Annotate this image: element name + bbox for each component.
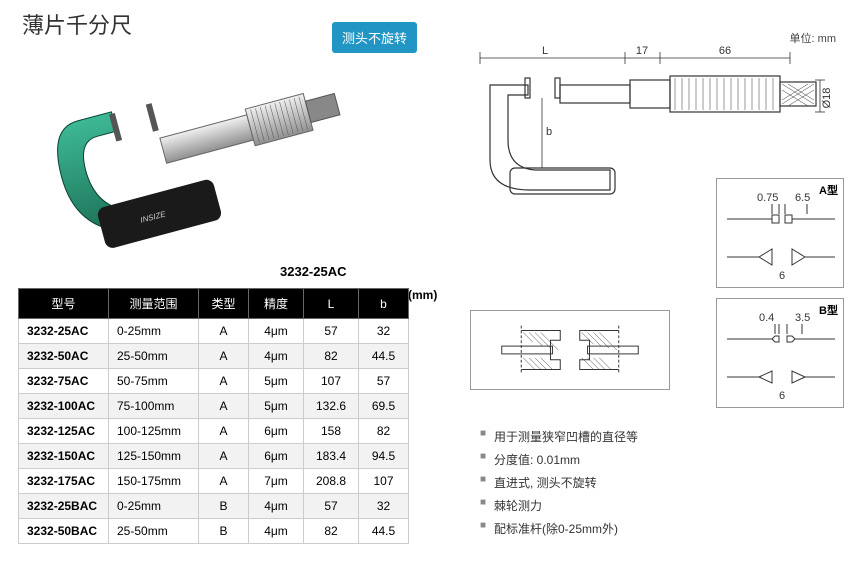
svg-text:Ø18: Ø18 [821, 88, 833, 109]
page-title: 薄片千分尺 [22, 8, 132, 40]
svg-text:6: 6 [779, 390, 785, 402]
table-cell: 158 [304, 419, 359, 444]
table-cell: 82 [304, 519, 359, 544]
table-row: 3232-25BAC0-25mmB4μm5732 [19, 494, 409, 519]
table-cell: 132.6 [304, 394, 359, 419]
table-cell: B [199, 494, 249, 519]
table-cell: A [199, 444, 249, 469]
table-cell: 57 [359, 369, 409, 394]
table-cell: 3232-125AC [19, 419, 109, 444]
table-cell: 57 [304, 319, 359, 344]
table-cell: 208.8 [304, 469, 359, 494]
table-cell: A [199, 344, 249, 369]
col-type: 类型 [199, 289, 249, 319]
table-cell: 0-25mm [109, 494, 199, 519]
svg-text:0.4: 0.4 [759, 312, 774, 324]
col-b: b [359, 289, 409, 319]
table-cell: 94.5 [359, 444, 409, 469]
table-cell: 3232-50AC [19, 344, 109, 369]
feature-item: 直进式, 测头不旋转 [480, 474, 638, 491]
table-cell: 82 [359, 419, 409, 444]
table-cell: 69.5 [359, 394, 409, 419]
table-cell: A [199, 394, 249, 419]
table-cell: 25-50mm [109, 344, 199, 369]
groove-application-diagram [470, 310, 670, 390]
type-b-diagram: B型 0.4 3.5 6 [716, 298, 844, 408]
product-photo: INSIZE [30, 45, 410, 255]
svg-text:L: L [542, 45, 548, 57]
table-cell: 125-150mm [109, 444, 199, 469]
table-cell: 6μm [249, 419, 304, 444]
table-cell: 3232-175AC [19, 469, 109, 494]
spec-table: 型号 测量范围 类型 精度 L b 3232-25AC0-25mmA4μm573… [18, 288, 409, 544]
table-cell: A [199, 419, 249, 444]
table-cell: 44.5 [359, 344, 409, 369]
feature-item: 用于测量狭窄凹槽的直径等 [480, 428, 638, 445]
table-cell: 4μm [249, 519, 304, 544]
svg-text:3.5: 3.5 [795, 312, 810, 324]
table-cell: 3232-150AC [19, 444, 109, 469]
feature-item: 棘轮测力 [480, 497, 638, 514]
type-a-label: A型 [819, 182, 838, 198]
table-cell: 183.4 [304, 444, 359, 469]
table-cell: 3232-25AC [19, 319, 109, 344]
table-row: 3232-125AC100-125mmA6μm15882 [19, 419, 409, 444]
table-cell: 57 [304, 494, 359, 519]
table-cell: 6μm [249, 444, 304, 469]
model-caption: 3232-25AC [280, 264, 347, 279]
table-cell: A [199, 369, 249, 394]
feature-item: 分度值: 0.01mm [480, 451, 638, 468]
table-cell: 25-50mm [109, 519, 199, 544]
type-b-label: B型 [819, 302, 838, 318]
table-row: 3232-150AC125-150mmA6μm183.494.5 [19, 444, 409, 469]
table-cell: 82 [304, 344, 359, 369]
table-cell: 4μm [249, 344, 304, 369]
table-cell: 4μm [249, 319, 304, 344]
table-row: 3232-100AC75-100mmA5μm132.669.5 [19, 394, 409, 419]
svg-text:66: 66 [719, 45, 731, 57]
table-cell: 44.5 [359, 519, 409, 544]
svg-text:17: 17 [636, 45, 648, 57]
table-row: 3232-75AC50-75mmA5μm10757 [19, 369, 409, 394]
table-cell: 4μm [249, 494, 304, 519]
table-cell: 75-100mm [109, 394, 199, 419]
table-cell: 5μm [249, 369, 304, 394]
table-cell: 3232-100AC [19, 394, 109, 419]
svg-text:6.5: 6.5 [795, 192, 810, 204]
svg-text:b: b [546, 126, 552, 138]
col-accuracy: 精度 [249, 289, 304, 319]
type-a-diagram: A型 0.75 6.5 6 [716, 178, 844, 288]
col-L: L [304, 289, 359, 319]
table-cell: 0-25mm [109, 319, 199, 344]
table-cell: 7μm [249, 469, 304, 494]
table-cell: 50-75mm [109, 369, 199, 394]
table-cell: 32 [359, 319, 409, 344]
table-cell: A [199, 469, 249, 494]
table-cell: 3232-50BAC [19, 519, 109, 544]
col-range: 测量范围 [109, 289, 199, 319]
table-row: 3232-50BAC25-50mmB4μm8244.5 [19, 519, 409, 544]
feature-item: 配标准杆(除0-25mm外) [480, 520, 638, 537]
svg-text:0.75: 0.75 [757, 192, 778, 204]
table-cell: 3232-75AC [19, 369, 109, 394]
table-row: 3232-50AC25-50mmA4μm8244.5 [19, 344, 409, 369]
table-cell: B [199, 519, 249, 544]
table-row: 3232-25AC0-25mmA4μm5732 [19, 319, 409, 344]
table-cell: 5μm [249, 394, 304, 419]
table-row: 3232-175AC150-175mmA7μm208.8107 [19, 469, 409, 494]
table-cell: 100-125mm [109, 419, 199, 444]
mm-unit-label: (mm) [408, 288, 437, 302]
svg-text:6: 6 [779, 270, 785, 282]
table-header-row: 型号 测量范围 类型 精度 L b [19, 289, 409, 319]
table-cell: 32 [359, 494, 409, 519]
feature-list: 用于测量狭窄凹槽的直径等 分度值: 0.01mm 直进式, 测头不旋转 棘轮测力… [480, 428, 638, 543]
table-cell: A [199, 319, 249, 344]
col-model: 型号 [19, 289, 109, 319]
table-cell: 150-175mm [109, 469, 199, 494]
table-cell: 107 [304, 369, 359, 394]
table-cell: 3232-25BAC [19, 494, 109, 519]
table-cell: 107 [359, 469, 409, 494]
